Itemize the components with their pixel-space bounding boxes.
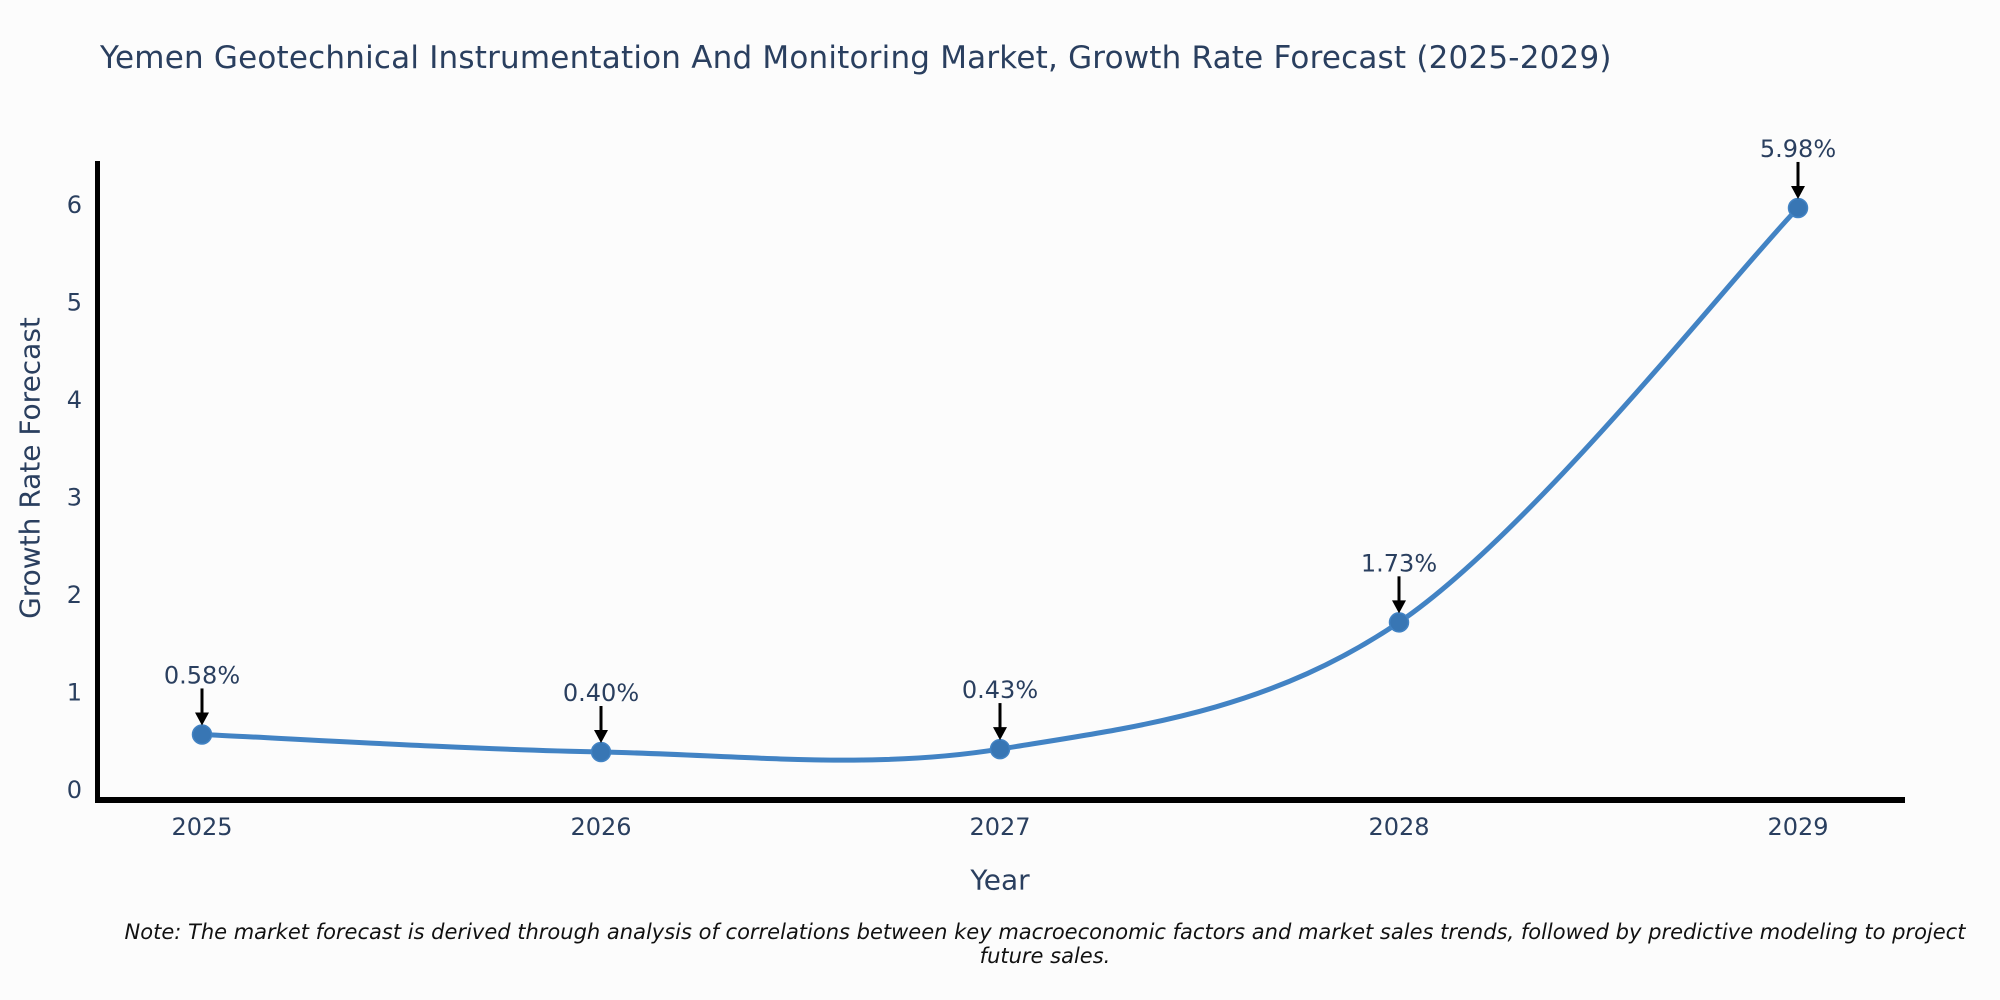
data-point-marker bbox=[989, 738, 1011, 760]
footnote: Note: The market forecast is derived thr… bbox=[124, 920, 1966, 968]
annotation-arrow-head bbox=[1392, 600, 1406, 614]
data-point-marker bbox=[590, 741, 612, 763]
x-tick-label: 2026 bbox=[570, 813, 631, 841]
x-tick-label: 2028 bbox=[1368, 813, 1429, 841]
point-annotation: 0.58% bbox=[164, 661, 240, 689]
point-annotation: 1.73% bbox=[1361, 549, 1437, 577]
data-point-marker bbox=[1388, 612, 1410, 633]
annotation-arrow-head bbox=[195, 712, 209, 726]
forecast-line bbox=[199, 205, 1801, 763]
annotation-arrow-head bbox=[594, 730, 608, 743]
y-tick-label: 0 bbox=[67, 776, 82, 804]
point-annotation: 0.43% bbox=[962, 676, 1038, 704]
point-annotation: 5.98% bbox=[1760, 135, 1836, 163]
x-axis-spine bbox=[96, 797, 1905, 803]
data-point-marker bbox=[1787, 197, 1809, 219]
y-tick-label: 5 bbox=[67, 289, 82, 317]
x-tick-label: 2025 bbox=[171, 813, 232, 841]
x-axis-title: Year bbox=[970, 863, 1030, 897]
y-tick-label: 2 bbox=[67, 581, 82, 609]
y-tick-label: 3 bbox=[67, 484, 82, 512]
y-tick-label: 1 bbox=[67, 679, 82, 707]
x-tick-label: 2029 bbox=[1767, 813, 1828, 841]
annotation-arrow-head bbox=[993, 727, 1007, 741]
data-point-marker bbox=[191, 724, 213, 745]
y-axis-spine bbox=[95, 161, 100, 803]
y-tick-label: 4 bbox=[67, 386, 82, 414]
chart-title: Yemen Geotechnical Instrumentation And M… bbox=[100, 40, 1612, 76]
point-annotation: 0.40% bbox=[563, 679, 639, 707]
annotation-arrow-head bbox=[1791, 185, 1805, 199]
x-tick-label: 2027 bbox=[969, 813, 1030, 841]
y-tick-label: 6 bbox=[67, 191, 82, 219]
